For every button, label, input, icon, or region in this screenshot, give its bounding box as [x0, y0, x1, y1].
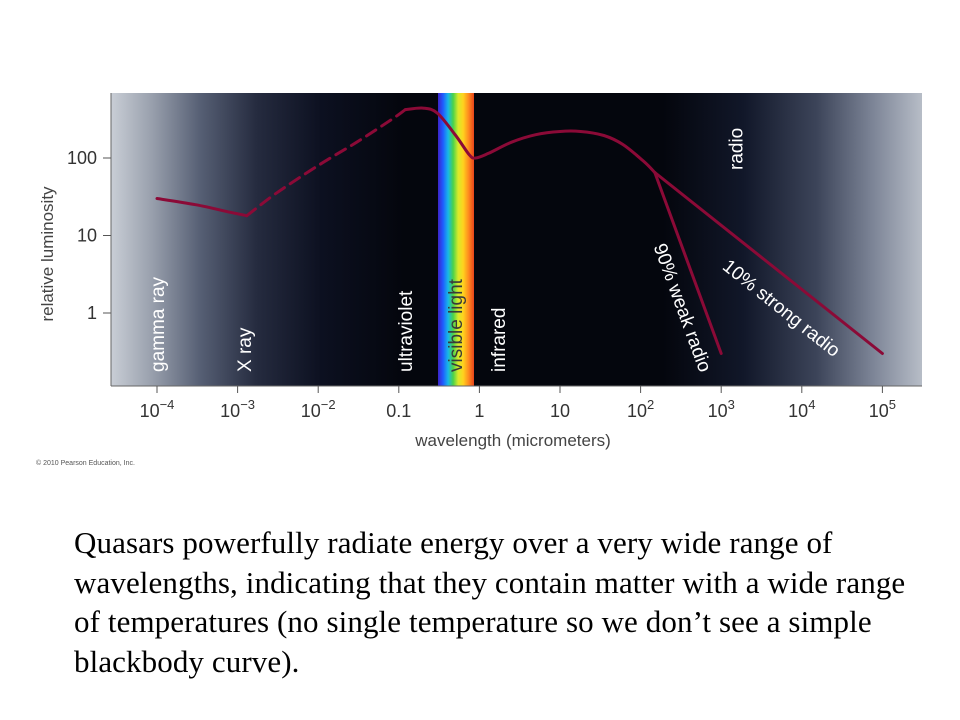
- plot-background: [111, 93, 922, 386]
- series-group: [155, 106, 884, 355]
- band-label: visible light: [446, 278, 467, 372]
- x-tick-label: 10−4: [140, 397, 175, 421]
- band-label: X ray: [235, 327, 256, 372]
- y-axis-title: relative luminosity: [38, 186, 57, 322]
- band-label: infrared: [489, 308, 510, 372]
- x-tick-label: 1: [474, 401, 484, 421]
- x-axis-title: wavelength (micrometers): [414, 431, 611, 450]
- series-line-dashed: [245, 108, 407, 218]
- x-ticks: 10−4 10−3 10−2 0.1 1 10 102 103 104 105: [140, 386, 896, 421]
- y-tick-label: 100: [67, 148, 97, 168]
- x-tick-label: 10−3: [220, 397, 255, 421]
- x-tick-label: 103: [708, 397, 735, 421]
- caption-text: Quasars powerfully radiate energy over a…: [74, 525, 906, 679]
- series-line: [653, 171, 723, 355]
- visible-spectrum-band: [438, 93, 474, 386]
- y-tick-label: 10: [77, 226, 97, 246]
- y-ticks: 1 10 100: [67, 148, 111, 323]
- x-tick-label: 102: [627, 397, 654, 421]
- x-tick-label: 104: [788, 397, 815, 421]
- series-line: [403, 106, 657, 174]
- x-tick-label: 0.1: [386, 401, 411, 421]
- band-label: gamma ray: [148, 276, 169, 372]
- quasar-spectrum-chart: gamma ray X ray ultraviolet visible light in…: [36, 93, 922, 467]
- band-label: radio: [726, 128, 747, 170]
- band-labels: gamma ray X ray ultraviolet visible light in…: [148, 128, 747, 372]
- x-tick-label: 10: [550, 401, 570, 421]
- series-line: [155, 197, 249, 218]
- y-tick-label: 1: [87, 303, 97, 323]
- band-label: ultraviolet: [396, 290, 417, 372]
- x-tick-label: 105: [869, 397, 896, 421]
- series-line: [653, 171, 884, 355]
- x-tick-label: 10−2: [301, 397, 336, 421]
- copyright-credit: © 2010 Pearson Education, Inc.: [36, 459, 135, 467]
